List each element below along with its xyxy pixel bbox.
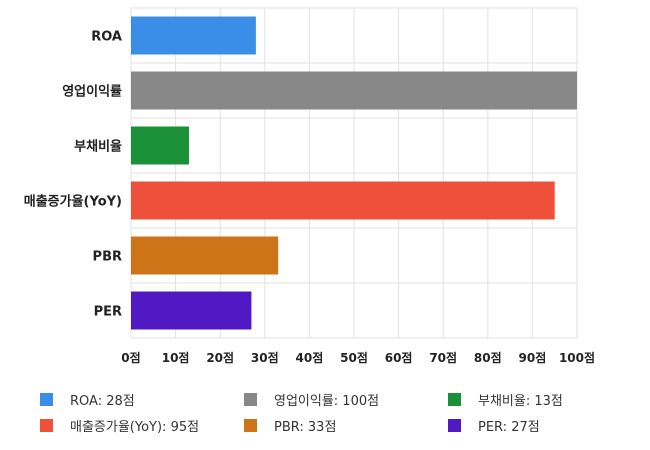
bar[interactable]	[131, 291, 252, 330]
legend-item[interactable]: PER: 27점	[448, 416, 540, 435]
category-label: PBR	[93, 250, 122, 265]
legend-swatch	[40, 419, 53, 432]
x-tick-label: 50점	[340, 350, 368, 365]
legend-swatch	[448, 393, 461, 406]
x-tick-labels: 0점 10점 20점 30점 40점 50점 60점 70점 80점 90점 100점	[121, 350, 595, 365]
x-tick-label: 10점	[162, 350, 190, 365]
legend-swatch	[244, 393, 257, 406]
legend-label: 영업이익률: 100점	[274, 394, 380, 409]
bar[interactable]	[131, 236, 279, 275]
x-tick-label: 0점	[121, 350, 140, 365]
category-label: ROA	[91, 30, 122, 45]
legend-item[interactable]: 영업이익률: 100점	[244, 390, 379, 409]
category-label: 영업이익률	[62, 84, 122, 100]
legend-label: PER: 27점	[478, 420, 540, 435]
grid-lines	[130, 7, 578, 339]
x-tick-label: 80점	[474, 350, 502, 365]
bar[interactable]	[131, 181, 555, 220]
x-tick-label: 30점	[251, 350, 279, 365]
legend-label: 매출증가율(YoY): 95점	[70, 420, 200, 435]
category-label: PER	[94, 305, 122, 320]
legend-item[interactable]: PBR: 33점	[244, 416, 336, 435]
x-tick-label: 100점	[559, 350, 595, 365]
legend-label: ROA: 28점	[70, 394, 135, 409]
x-tick-label: 20점	[206, 350, 234, 365]
x-tick-label: 90점	[519, 350, 547, 365]
bar[interactable]	[131, 71, 577, 110]
legend-label: PBR: 33점	[274, 420, 337, 435]
bar[interactable]	[131, 16, 256, 55]
category-label: 매출증가율(YoY)	[24, 194, 122, 210]
legend-item[interactable]: 부채비율: 13점	[448, 390, 563, 409]
x-tick-label: 70점	[429, 350, 457, 365]
legend-swatch	[40, 393, 53, 406]
x-tick-label: 60점	[385, 350, 413, 365]
legend-swatch	[448, 419, 461, 432]
legend-label: 부채비율: 13점	[478, 394, 563, 409]
legend-swatch	[244, 419, 257, 432]
x-tick-label: 40점	[296, 350, 324, 365]
category-label: 부채비율	[74, 139, 122, 155]
bar[interactable]	[131, 126, 189, 165]
bars	[131, 16, 577, 330]
legend-item[interactable]: ROA: 28점	[40, 390, 135, 409]
legend-item[interactable]: 매출증가율(YoY): 95점	[40, 416, 199, 435]
